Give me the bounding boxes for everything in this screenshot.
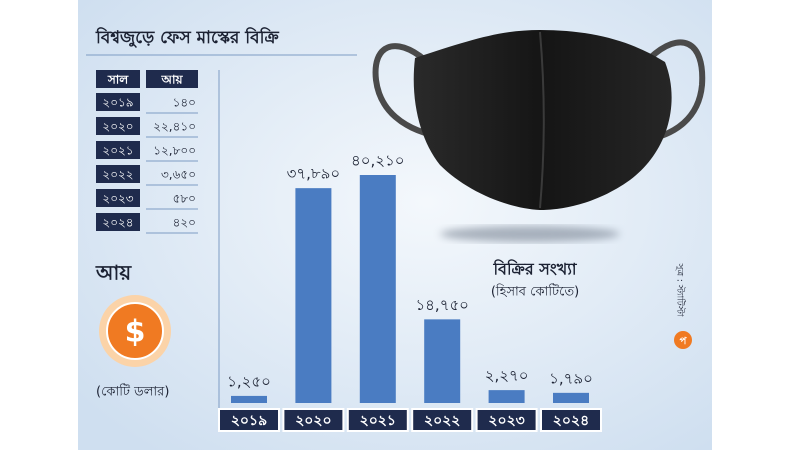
bar: [424, 319, 461, 403]
category-box: [475, 408, 538, 432]
category-box: [282, 408, 345, 432]
value-label: ৩৭,৮৯০: [287, 165, 341, 183]
mask-illustration: [372, 30, 706, 242]
logo-badge: [674, 331, 692, 349]
table-value: ৪২০: [173, 216, 196, 230]
bar: [359, 175, 396, 403]
table-header: আয়: [160, 73, 183, 87]
table-header-cell: [96, 70, 140, 88]
table-year: ২০২৪: [102, 216, 133, 230]
bar: [553, 392, 589, 403]
table-year: ২০২৩: [102, 192, 133, 206]
x-tick-label: ২০১৯: [231, 413, 267, 429]
value-label: ১৪,৭৫০: [415, 296, 468, 314]
x-tick-label: ২০২৩: [488, 413, 524, 429]
table-year: ২০২০: [102, 120, 133, 134]
x-tick-label: ২০২৪: [553, 413, 589, 429]
chart-subtitle: বিক্রির সংখ্যা: [492, 259, 577, 279]
title: বিশ্বজুড়ে ফেস মাস্কের বিক্রি: [95, 26, 280, 49]
revenue-label: আয়: [95, 261, 132, 285]
table-value: ৫৮০: [173, 192, 196, 206]
category-box: [540, 408, 602, 432]
revenue-unit: (কোটি ডলার): [96, 384, 169, 400]
table-header-cell: [146, 70, 198, 88]
x-tick-label: ২০২০: [295, 413, 331, 429]
bar: [295, 188, 332, 403]
value-label: ২,২৭০: [485, 367, 529, 385]
category-box: [346, 408, 409, 432]
value-label: ৪০,২১০: [351, 152, 405, 170]
x-tick-label: ২০২১: [360, 413, 396, 429]
category-box: [411, 408, 474, 432]
x-tick-label: ২০২২: [424, 413, 460, 429]
table-value: ৩,৬৫০: [161, 168, 196, 182]
table-year: ২০২২: [102, 168, 133, 182]
category-box: [218, 408, 280, 432]
table-year-cell: [96, 117, 140, 135]
table-header: সাল: [107, 73, 129, 87]
table-year: ২০২১: [102, 144, 133, 158]
source: সূত্র : স্ট্যাটিস্টা: [675, 263, 687, 317]
value-label: ১,৭৯০: [549, 369, 593, 387]
table-year-cell: [96, 189, 140, 207]
chart-unit: (হিসাব কোটিতে): [491, 284, 579, 300]
table-year-cell: [96, 213, 140, 231]
table-value: ১২,৮০০: [153, 144, 196, 158]
table-value: ১৪০: [173, 96, 196, 110]
table-value: ২২,৪১০: [153, 120, 196, 134]
table-year-cell: [96, 165, 140, 183]
coin: [106, 302, 164, 360]
table-year: ২০১৯: [102, 96, 133, 110]
coin-symbol: $: [125, 315, 146, 350]
table-year-cell: [96, 141, 140, 159]
bar: [231, 395, 267, 403]
logo: প: [680, 336, 688, 347]
table-year-cell: [96, 93, 140, 111]
bar: [488, 390, 525, 403]
value-label: ১,২৫০: [227, 372, 271, 390]
